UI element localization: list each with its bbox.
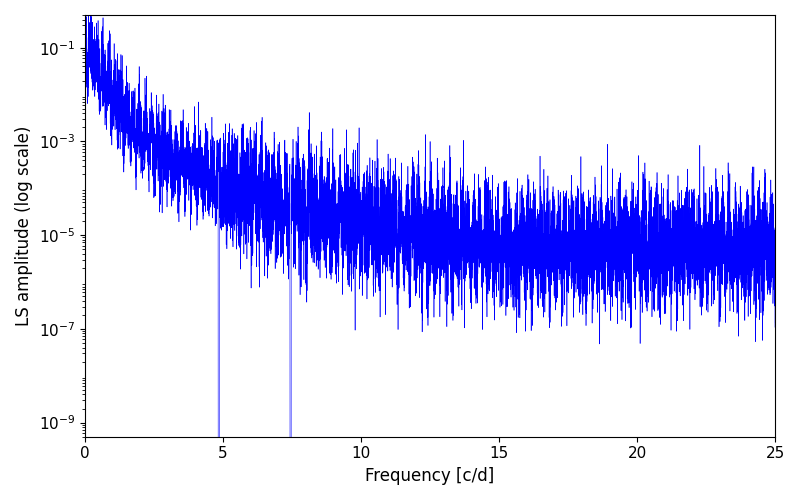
Y-axis label: LS amplitude (log scale): LS amplitude (log scale) <box>15 126 33 326</box>
X-axis label: Frequency [c/d]: Frequency [c/d] <box>366 467 494 485</box>
